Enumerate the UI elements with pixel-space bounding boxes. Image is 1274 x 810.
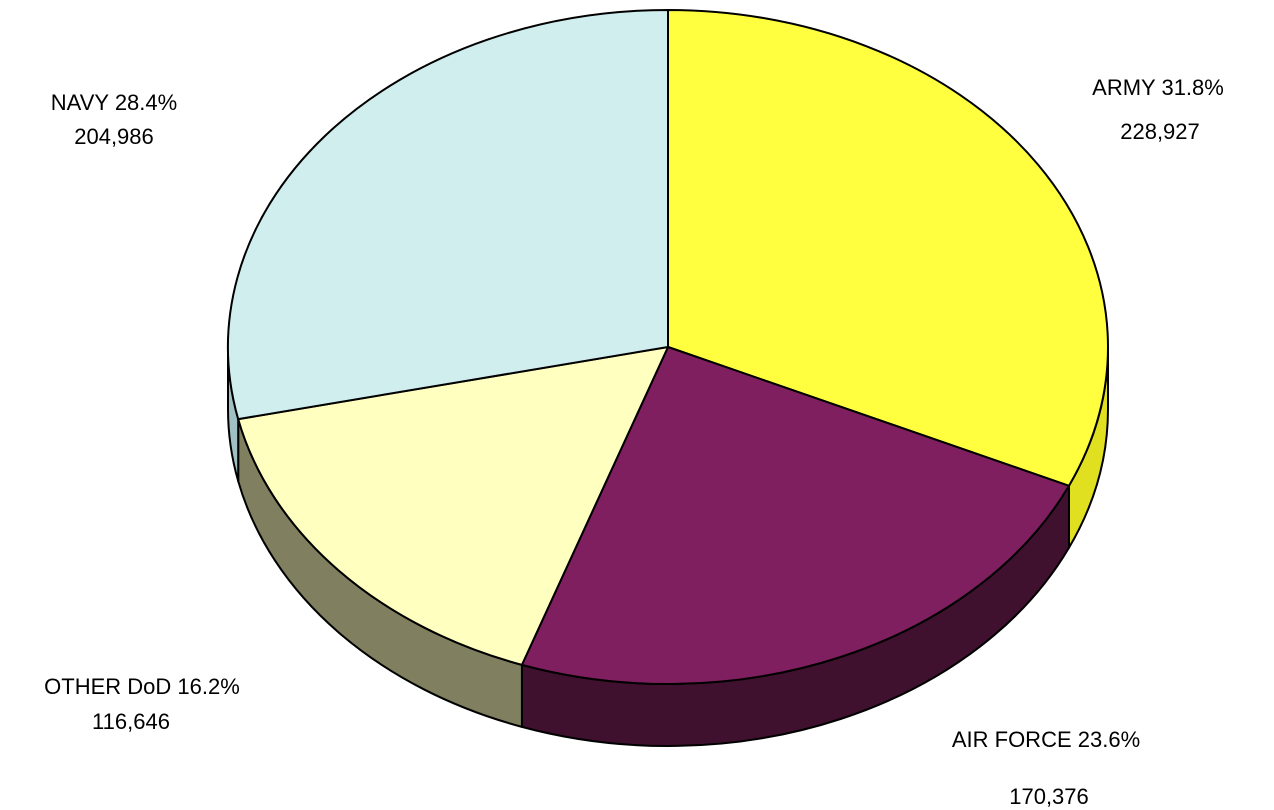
slice-value: 116,646	[92, 709, 170, 734]
slice-value: 170,376	[1009, 784, 1089, 809]
slice-percent: 23.6%	[1078, 727, 1140, 752]
pie-top-face	[227, 9, 1109, 685]
slice-value: 204,986	[74, 124, 154, 149]
svg-text:NAVY 28.4%: NAVY 28.4%	[51, 90, 177, 115]
label-navy: NAVY 28.4% 204,986	[51, 90, 177, 149]
label-other-dod: OTHER DoD 16.2% 116,646	[44, 674, 240, 734]
label-army: ARMY 31.8% 228,927	[1092, 75, 1224, 144]
slice-name: ARMY	[1092, 75, 1156, 100]
pie-depth-sides	[227, 346, 1109, 747]
slice-other-dod	[237, 346, 669, 666]
svg-text:AIR FORCE 23.6%: AIR FORCE 23.6%	[952, 727, 1140, 752]
slice-army	[667, 9, 1109, 487]
slice-value: 228,927	[1120, 119, 1200, 144]
slice-navy	[227, 9, 669, 421]
slice-name: NAVY	[51, 90, 110, 115]
slice-percent: 16.2%	[177, 674, 239, 699]
slice-percent: 28.4%	[115, 90, 177, 115]
slice-name: AIR FORCE	[952, 727, 1072, 752]
slice-air-force	[520, 346, 1070, 685]
slice-name: OTHER DoD	[44, 674, 171, 699]
slice-percent: 31.8%	[1161, 75, 1223, 100]
label-air-force: AIR FORCE 23.6% 170,376	[952, 727, 1140, 809]
svg-text:ARMY 31.8%: ARMY 31.8%	[1092, 75, 1224, 100]
svg-text:OTHER DoD 16.2%: OTHER DoD 16.2%	[44, 674, 240, 699]
